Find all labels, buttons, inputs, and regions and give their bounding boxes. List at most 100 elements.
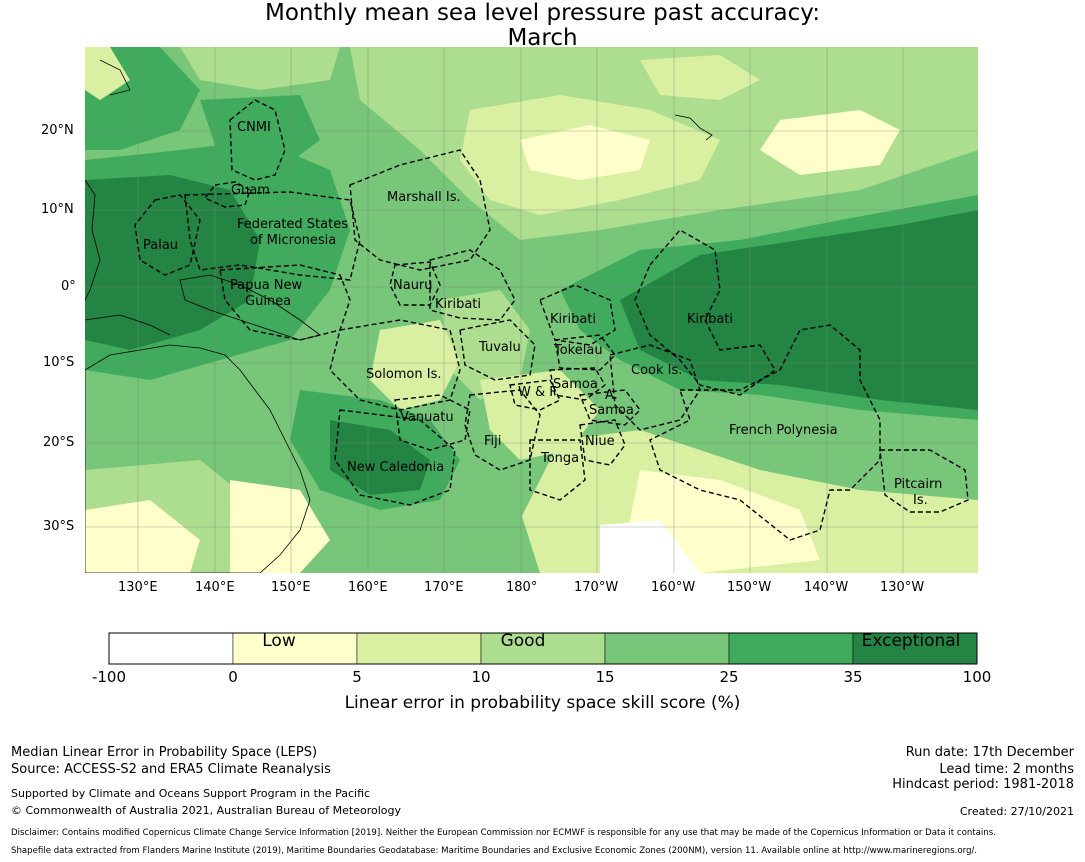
chart-subtitle-month: March — [507, 25, 578, 51]
skill-area — [440, 500, 540, 573]
eez-vanuatu — [394, 394, 471, 451]
region-label: Solomon Is. — [366, 367, 442, 382]
region-label: CNMI — [237, 120, 271, 135]
footer-method: Median Linear Error in Probability Space… — [11, 745, 318, 760]
region-label: Guinea — [245, 294, 292, 309]
eez-niue — [579, 419, 626, 466]
colorbar-tick: 100 — [962, 668, 992, 686]
colorbar-tick: 25 — [719, 668, 739, 686]
region-label: Pitcairn — [894, 477, 943, 492]
footer-run-date: Run date: 17th December — [905, 745, 1074, 760]
eez-wallis-futuna — [509, 379, 561, 411]
skill-area — [370, 320, 460, 410]
lon-label: 140°E — [195, 580, 235, 595]
lat-label: 10°N — [41, 202, 74, 217]
skill-area — [200, 95, 320, 170]
skill-area — [330, 420, 430, 495]
eez-tokelau — [554, 334, 616, 371]
region-label: Kiribati — [550, 312, 597, 327]
lat-label: 20°N — [41, 123, 74, 138]
skill-area — [620, 210, 978, 410]
eez-guam — [203, 181, 251, 208]
skill-area — [760, 110, 900, 175]
eez-new-caledonia — [334, 409, 456, 506]
colorbar-segment — [108, 632, 234, 665]
region-label: New Caledonia — [347, 460, 445, 475]
region-label: Federated States — [237, 217, 348, 232]
colorbar-segment — [480, 632, 606, 665]
eez-kiribati-line — [634, 229, 776, 396]
colorbar-tick: 0 — [228, 668, 238, 686]
footer-lead-time: Lead time: 2 months — [939, 762, 1074, 777]
region-label: Nauru — [393, 278, 433, 293]
region-label: Tokelau — [554, 343, 603, 358]
colorbar-category-label: Good — [500, 631, 546, 651]
footer-disclaimer: Disclaimer: Contains modified Copernicus… — [11, 828, 996, 838]
skill-area — [85, 175, 260, 350]
region-label: Niue — [585, 434, 615, 449]
colorbar-tick: 35 — [843, 668, 863, 686]
eez-fsm — [184, 191, 361, 281]
colorbar-segment — [604, 632, 730, 665]
footer-support: Supported by Climate and Oceans Support … — [11, 787, 371, 800]
region-label: Marshall Is. — [387, 190, 461, 205]
footer-created: Created: 27/10/2021 — [959, 805, 1074, 818]
colorbar-tick: 15 — [595, 668, 615, 686]
skill-area — [230, 480, 330, 573]
eez-tuvalu — [459, 319, 536, 381]
lon-label: 130°W — [880, 580, 925, 595]
hawaii-coastline — [674, 114, 713, 141]
colorbar-segment — [232, 632, 358, 665]
region-label: Vanuatu — [400, 410, 454, 425]
region-label: Kiribati — [687, 312, 734, 327]
eez-cnmi — [229, 99, 286, 181]
eez-french-polynesia — [649, 324, 881, 541]
colorbar-tick: 5 — [352, 668, 362, 686]
region-label: Kiribati — [435, 297, 482, 312]
australia-coastline — [85, 344, 311, 573]
chart-title: Monthly mean sea level pressure past acc… — [265, 0, 820, 26]
lat-label: 20°S — [43, 435, 75, 450]
lat-label: 30°S — [43, 519, 75, 534]
region-label: Guam — [231, 183, 270, 198]
skill-area — [640, 55, 760, 100]
eez-samoa — [549, 367, 606, 401]
region-label: of Micronesia — [250, 233, 337, 248]
skill-area — [180, 47, 340, 90]
region-label: Tonga — [541, 451, 580, 466]
colorbar-tick: 10 — [471, 668, 491, 686]
colorbar-tick: -100 — [91, 668, 127, 686]
skill-area — [600, 520, 700, 573]
region-label: French Polynesia — [729, 423, 838, 438]
lon-label: 170°E — [424, 580, 464, 595]
eez-fiji — [464, 389, 541, 471]
eez-marshall — [349, 149, 491, 271]
region-label: W & F — [518, 385, 557, 400]
eez-boundaries — [134, 99, 969, 541]
region-label: Fiji — [484, 434, 502, 449]
indonesia-coastline — [85, 314, 171, 336]
colorbar — [108, 632, 978, 665]
eez-tonga — [529, 439, 586, 501]
colorbar-label: Linear error in probability space skill … — [344, 693, 741, 713]
footer-hindcast: Hindcast period: 1981-2018 — [892, 777, 1074, 792]
colorbar-category-label: Exceptional — [861, 631, 961, 651]
japan-coastline — [99, 59, 131, 96]
skill-area — [85, 500, 200, 573]
lat-label: 10°S — [43, 355, 75, 370]
lon-label: 140°W — [804, 580, 849, 595]
colorbar-outline — [108, 632, 978, 665]
eez-kiribati-gilbert — [429, 249, 516, 321]
lon-label: 150°E — [271, 580, 311, 595]
skill-area — [85, 47, 130, 100]
region-label: Tuvalu — [479, 340, 521, 355]
skill-field — [85, 47, 978, 573]
lon-label: 160°W — [651, 580, 696, 595]
colorbar-segment — [852, 632, 978, 665]
footer-shapefile: Shapefile data extracted from Flanders M… — [11, 846, 978, 856]
lon-label: 150°W — [727, 580, 772, 595]
skill-area — [520, 125, 650, 180]
region-label: A. — [605, 388, 618, 403]
region-label: Is. — [913, 493, 928, 508]
